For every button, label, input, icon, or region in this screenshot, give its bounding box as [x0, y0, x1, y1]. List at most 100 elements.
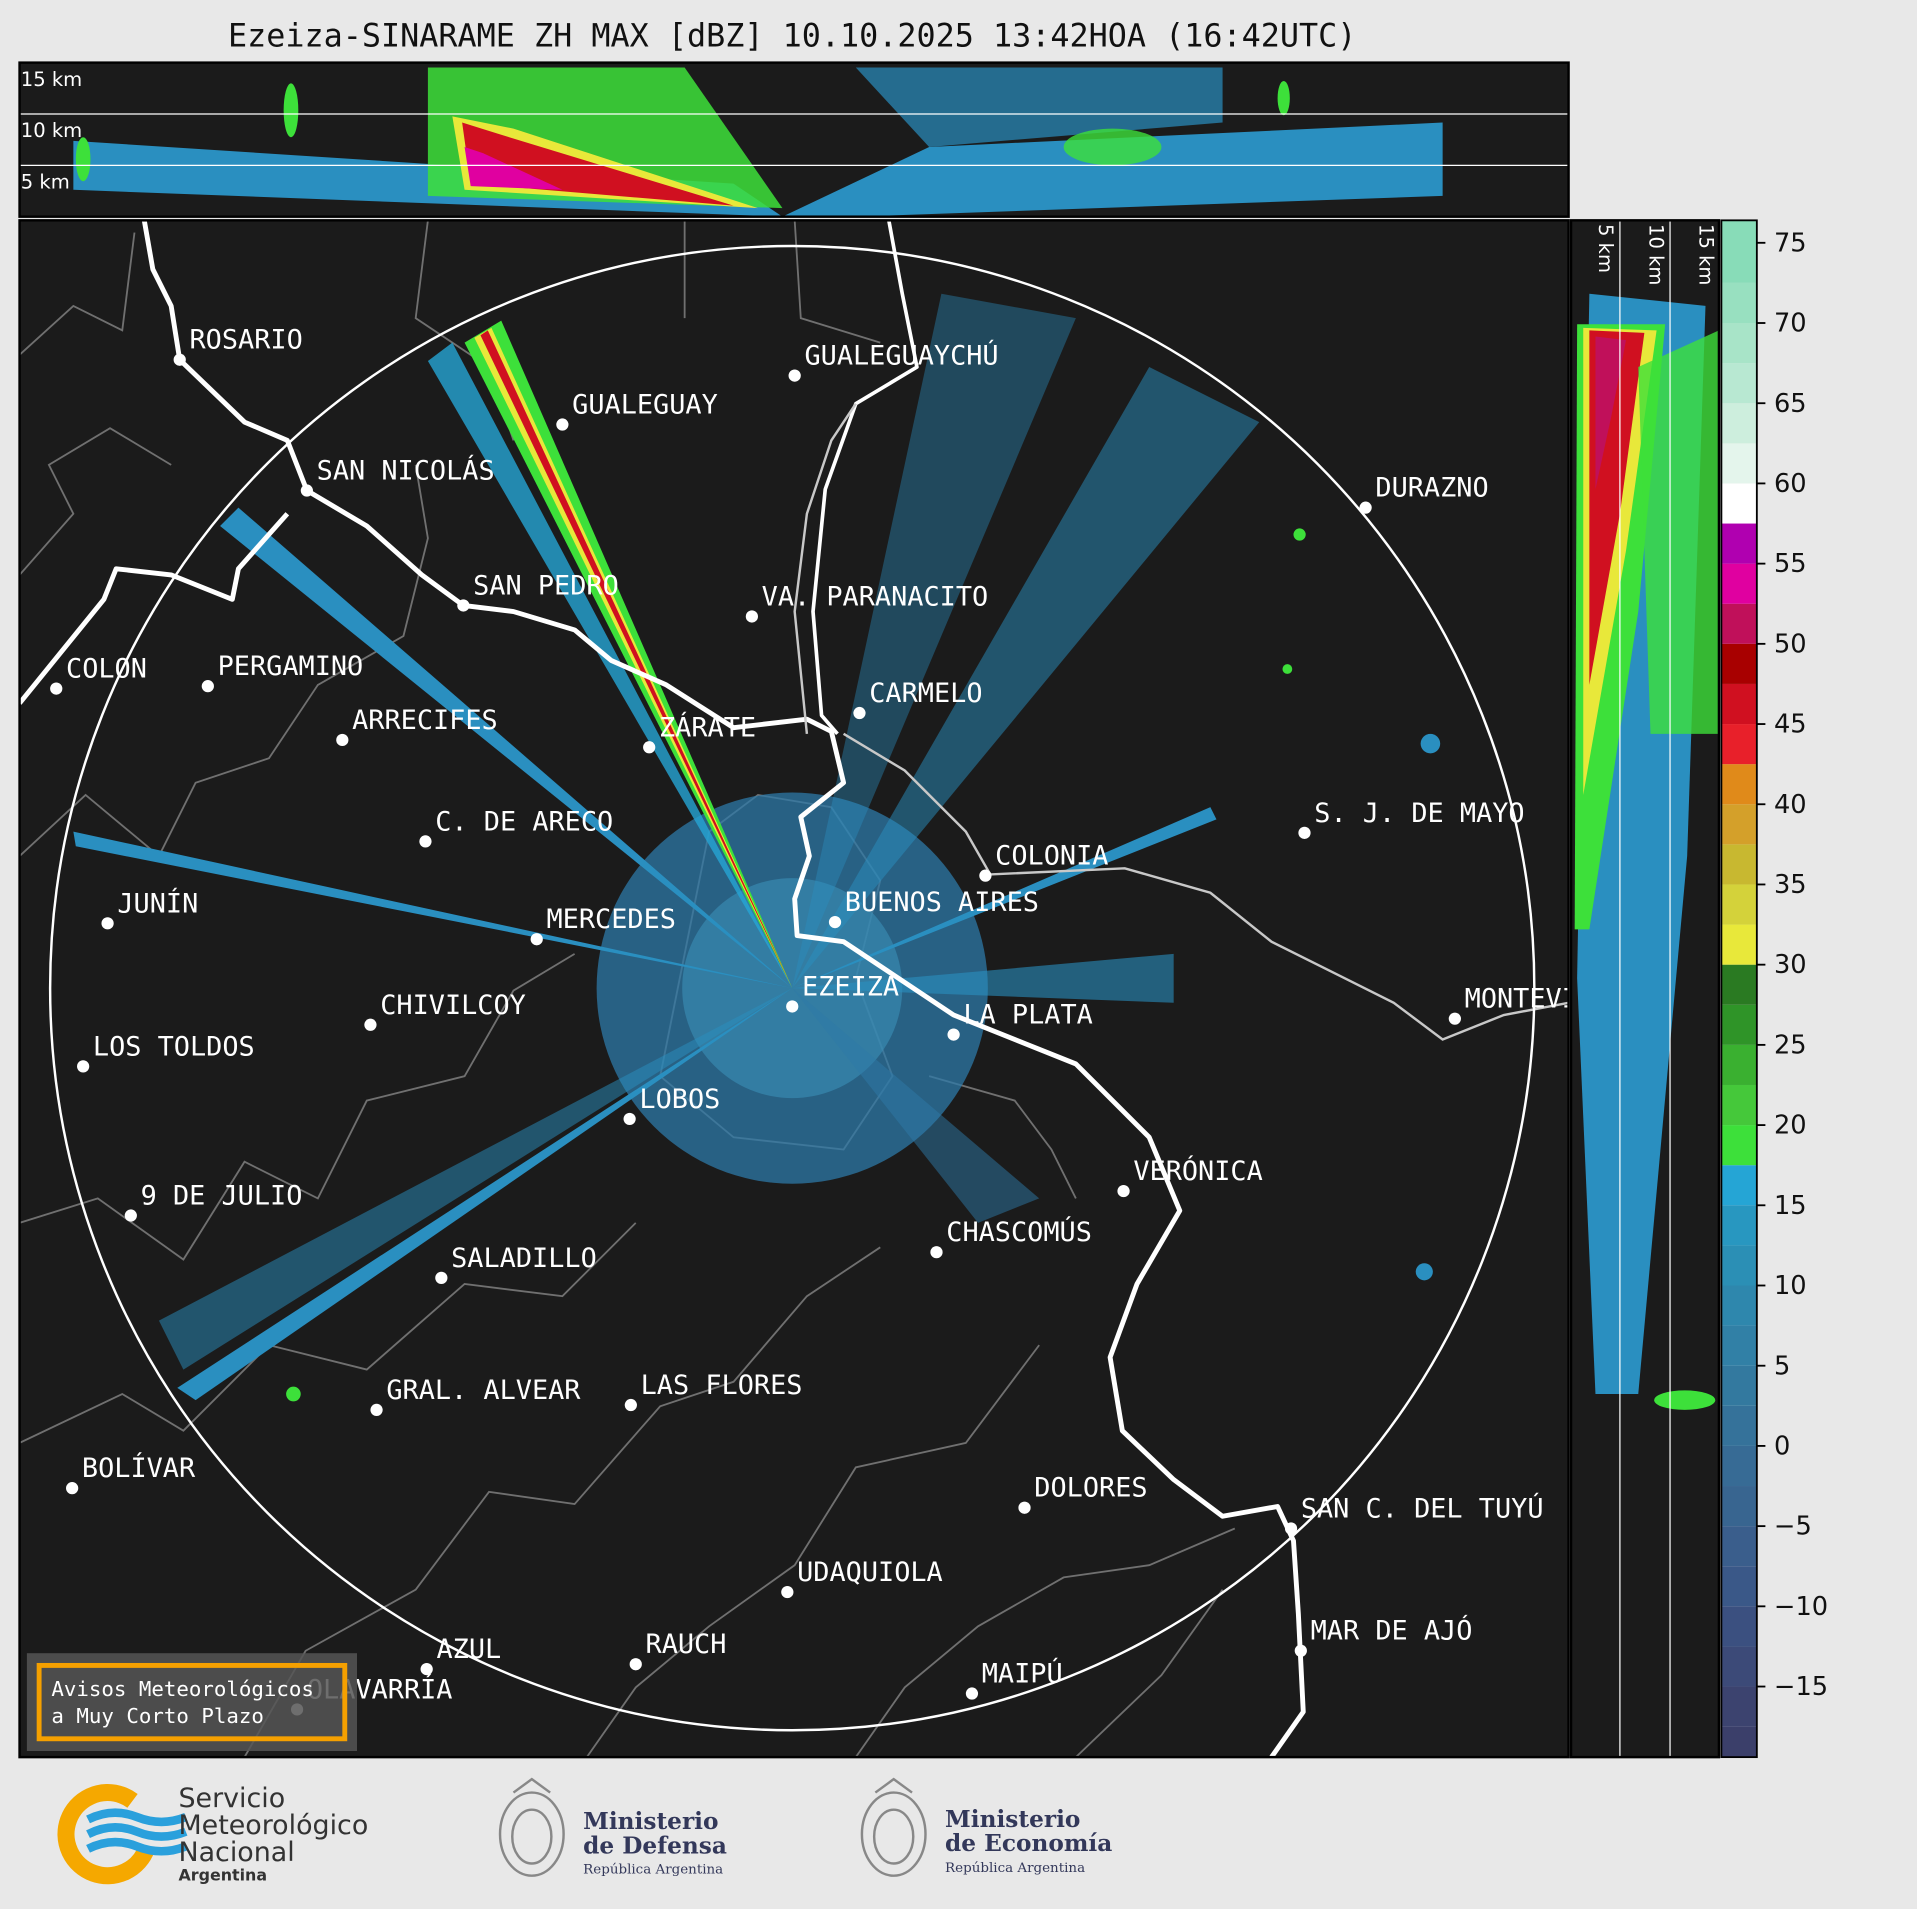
colorbar-tick-label: −5: [1774, 1512, 1812, 1542]
color-band: [1721, 1646, 1757, 1687]
top-height-labels: 15 km 10 km 5 km: [21, 68, 82, 194]
colorbar-tick-label: 10: [1774, 1271, 1807, 1301]
city-label: SAN PEDRO: [473, 570, 619, 601]
city-marker: [643, 741, 656, 754]
notice-text: Avisos Meteorológicos: [51, 1677, 314, 1701]
colorbar-tick-label: 30: [1774, 950, 1807, 980]
colorbar-tick-label: 60: [1774, 469, 1807, 499]
city-label: ZÁRATE: [659, 711, 756, 743]
city-marker: [419, 835, 432, 848]
colorbar-tick-label: 50: [1774, 629, 1807, 659]
logo-text: de Economía: [945, 1830, 1112, 1857]
city-label: COLON: [66, 654, 147, 685]
city-label: LAS FLORES: [641, 1370, 803, 1401]
colorbar-tick-label: 75: [1774, 228, 1807, 258]
city-label: MERCEDES: [546, 904, 675, 935]
city-marker: [828, 915, 842, 929]
city-label: GRAL. ALVEAR: [386, 1375, 581, 1406]
color-band: [1721, 1486, 1757, 1527]
city-label: BOLÍVAR: [82, 1452, 196, 1484]
colorbar-tick-label: 15: [1774, 1191, 1807, 1221]
city-label: CARMELO: [869, 678, 982, 709]
notice-text: a Muy Corto Plazo: [51, 1704, 264, 1728]
logo-text: de Defensa: [583, 1833, 727, 1860]
city-marker: [788, 369, 801, 382]
defensa-emblem: [498, 1777, 565, 1877]
city-marker: [1298, 826, 1311, 839]
city-marker: [420, 1662, 433, 1676]
city-label: GUALEGUAYCHÚ: [804, 340, 998, 372]
side-height-labels: 5 km 10 km 15 km: [1594, 224, 1717, 285]
height-label: 10 km: [21, 119, 82, 142]
color-band: [1721, 1606, 1757, 1647]
color-band: [1721, 1205, 1757, 1246]
colorbar-tick-label: 65: [1774, 389, 1807, 419]
city-label: UDAQUIOLA: [797, 1557, 943, 1588]
notice-frame[interactable]: [36, 1662, 348, 1742]
height-label: 5 km: [21, 171, 70, 194]
colorbar-frame: [1720, 219, 1758, 1759]
logo-text: Ministerio: [583, 1808, 718, 1835]
economia-emblem: [860, 1777, 927, 1877]
city-marker: [1448, 1012, 1461, 1025]
logo-subtitle: República Argentina: [583, 1862, 723, 1877]
colorbar-tick-label: 70: [1774, 309, 1807, 339]
city-marker: [173, 353, 186, 366]
color-band: [1721, 844, 1757, 885]
city-marker: [624, 1398, 637, 1412]
city-label: AZUL: [436, 1634, 501, 1665]
city-marker: [623, 1112, 636, 1126]
city-marker: [530, 933, 543, 946]
city-label: RAUCH: [646, 1629, 727, 1660]
color-band: [1721, 1405, 1757, 1446]
city-marker: [629, 1658, 642, 1671]
color-band: [1721, 483, 1757, 524]
city-label: ROSARIO: [189, 325, 302, 356]
color-band: [1721, 1365, 1757, 1406]
color-band: [1721, 282, 1757, 324]
city-label: MAIPÚ: [982, 1658, 1063, 1690]
colorbar-tick-label: 25: [1774, 1030, 1807, 1060]
city-marker: [201, 680, 214, 693]
color-band: [1721, 1125, 1757, 1166]
colorbar-tick-label: 20: [1774, 1111, 1807, 1141]
color-band: [1721, 1445, 1757, 1487]
city-marker: [947, 1028, 960, 1041]
city-marker: [435, 1271, 448, 1284]
city-marker: [556, 418, 569, 431]
range-ring: [48, 244, 1536, 1732]
city-label: COLONIA: [995, 841, 1108, 872]
city-label: SAN C. DEL TUYÚ: [1301, 1492, 1544, 1524]
colorbar-tick-label: −15: [1774, 1672, 1828, 1702]
color-band: [1721, 1526, 1757, 1567]
city-label: JUNÍN: [117, 887, 198, 919]
city-marker: [66, 1482, 79, 1495]
city-marker: [457, 599, 470, 612]
city-layer: ROSARIO GUALEGUAYCHÚ GUALEGUAY SAN NICOLÁS D…: [50, 325, 1569, 1716]
color-band: [1721, 683, 1757, 725]
color-band: [1721, 220, 1757, 283]
color-band: [1721, 1004, 1757, 1045]
city-label: DOLORES: [1034, 1473, 1147, 1504]
color-band: [1721, 523, 1757, 564]
color-band: [1721, 884, 1757, 925]
height-label: 10 km: [1644, 224, 1667, 285]
city-marker: [50, 682, 63, 695]
city-marker: [77, 1060, 90, 1073]
color-band: [1721, 643, 1757, 684]
city-label: SALADILLO: [451, 1243, 597, 1274]
city-marker: [930, 1246, 943, 1259]
city-label: GUALEGUAY: [572, 390, 718, 421]
color-band: [1721, 1285, 1757, 1326]
city-label: PERGAMINO: [218, 651, 364, 682]
city-label: LOBOS: [639, 1084, 720, 1115]
color-band: [1721, 363, 1757, 404]
logo-text: Servicio: [178, 1783, 285, 1814]
city-marker: [336, 733, 349, 747]
city-label: MAR DE AJÓ: [1311, 1615, 1473, 1647]
city-label: EZEIZA: [802, 971, 899, 1002]
map-panel: ROSARIO GUALEGUAYCHÚ GUALEGUAY SAN NICOLÁS D…: [19, 220, 1569, 1758]
colorbar-tick-label: 45: [1774, 710, 1807, 740]
